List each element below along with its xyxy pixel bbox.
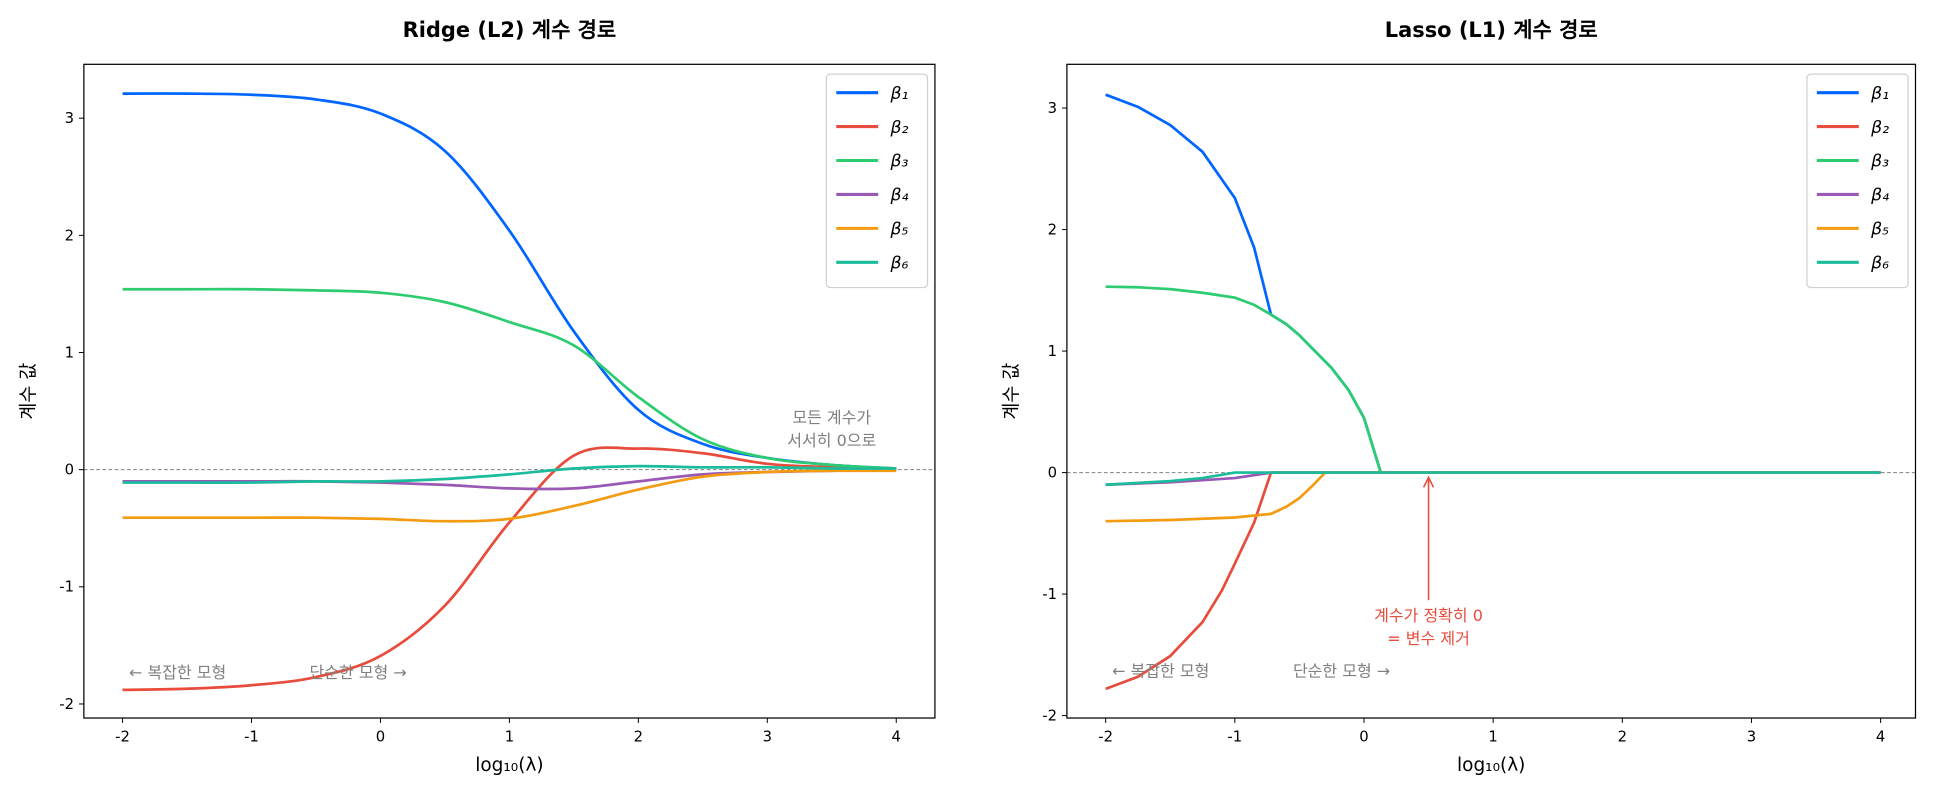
y-tick-label: -2 xyxy=(1042,708,1057,725)
legend-label: β₄ xyxy=(1870,186,1889,206)
y-axis-label: 계수 값 xyxy=(1002,363,1023,420)
annotation-text: 서서히 0으로 xyxy=(787,431,876,450)
series-line-beta-2 xyxy=(122,446,897,692)
x-tick-label: 2 xyxy=(634,728,643,745)
y-tick-label: 0 xyxy=(65,462,74,479)
legend-label: β₁ xyxy=(890,84,909,104)
series-line-beta-1 xyxy=(122,92,897,470)
series-line-beta-5 xyxy=(1105,471,1881,523)
chart-1: Lasso (L1) 계수 경로 -2 -1 0 1 2 3 4 -2 -1 0 1 2 3 log₁₀(λ… xyxy=(1002,18,1917,776)
x-tick-label: 4 xyxy=(892,728,901,745)
y-tick-label: 3 xyxy=(1048,100,1057,117)
legend-frame xyxy=(1806,73,1909,289)
x-tick-label: -1 xyxy=(244,728,259,745)
legend-label: β₃ xyxy=(1870,152,1889,172)
y-tick-label: 2 xyxy=(1048,221,1057,238)
y-axis-label: 계수 값 xyxy=(19,363,40,420)
x-tick-label: 4 xyxy=(1876,728,1885,745)
y-tick-label: 0 xyxy=(1048,465,1057,482)
y-tick-label: 2 xyxy=(65,227,74,244)
chart-0: Ridge (L2) 계수 경로 -2 -1 0 1 2 3 4 -2 -1 0 1 2 3 log₁₀(λ… xyxy=(19,18,936,776)
legend-label: β₂ xyxy=(1870,118,1889,138)
legend: β₁ β₂ β₃ β₄ β₅ β₆ xyxy=(825,73,929,289)
legend-label: β₅ xyxy=(1870,220,1889,240)
annotation-text: 모든 계수가 xyxy=(792,408,871,427)
legend-frame xyxy=(825,73,929,289)
series-line-beta-6 xyxy=(122,464,897,484)
axes-frame xyxy=(83,63,936,719)
series-line-beta-5 xyxy=(122,469,897,523)
y-tick-label: -1 xyxy=(59,579,74,596)
y-tick-label: 1 xyxy=(1048,343,1057,360)
x-tick-label: -1 xyxy=(1227,728,1242,745)
legend-label: β₆ xyxy=(890,253,909,273)
annotation-text: ← 복잡한 모형 xyxy=(1112,662,1209,681)
axes-frame xyxy=(1066,63,1917,719)
annotation-text: 단순한 모형 → xyxy=(1293,662,1390,681)
y-tick-label: -1 xyxy=(1042,586,1057,603)
legend-label: β₄ xyxy=(890,186,909,206)
series-line-beta-1 xyxy=(1105,93,1881,474)
series-line-beta-6 xyxy=(1105,471,1881,487)
arrow-head-icon xyxy=(1422,475,1435,488)
legend: β₁ β₂ β₃ β₄ β₅ β₆ xyxy=(1806,73,1909,289)
annotation-text: 계수가 정확히 0 xyxy=(1374,606,1483,625)
y-tick-label: 1 xyxy=(65,344,74,361)
annotation-text: = 변수 제거 xyxy=(1387,629,1470,648)
x-tick-label: -2 xyxy=(115,728,130,745)
x-tick-label: -2 xyxy=(1098,728,1113,745)
y-tick-label: -2 xyxy=(59,696,74,713)
y-tick-label: 3 xyxy=(65,110,74,127)
legend-label: β₂ xyxy=(890,118,909,138)
x-tick-label: 1 xyxy=(505,728,514,745)
chart-title: Lasso (L1) 계수 경로 xyxy=(1385,18,1598,42)
legend-label: β₁ xyxy=(1870,84,1889,104)
legend-label: β₆ xyxy=(1870,253,1889,273)
legend-label: β₅ xyxy=(890,220,909,240)
series-line-beta-3 xyxy=(1105,285,1881,474)
x-axis-label: log₁₀(λ) xyxy=(475,755,543,776)
x-tick-label: 2 xyxy=(1618,728,1627,745)
x-tick-label: 3 xyxy=(763,728,772,745)
x-tick-label: 0 xyxy=(1359,728,1368,745)
x-tick-label: 0 xyxy=(376,728,385,745)
x-tick-label: 3 xyxy=(1747,728,1756,745)
x-tick-label: 1 xyxy=(1488,728,1497,745)
annotation-text: 단순한 모형 → xyxy=(310,663,407,682)
chart-title: Ridge (L2) 계수 경로 xyxy=(403,18,617,42)
x-axis-label: log₁₀(λ) xyxy=(1457,755,1525,776)
series-line-beta-3 xyxy=(122,287,897,470)
series-line-beta-2 xyxy=(1105,471,1881,691)
annotation-text: ← 복잡한 모형 xyxy=(129,663,226,682)
legend-label: β₃ xyxy=(890,152,909,172)
